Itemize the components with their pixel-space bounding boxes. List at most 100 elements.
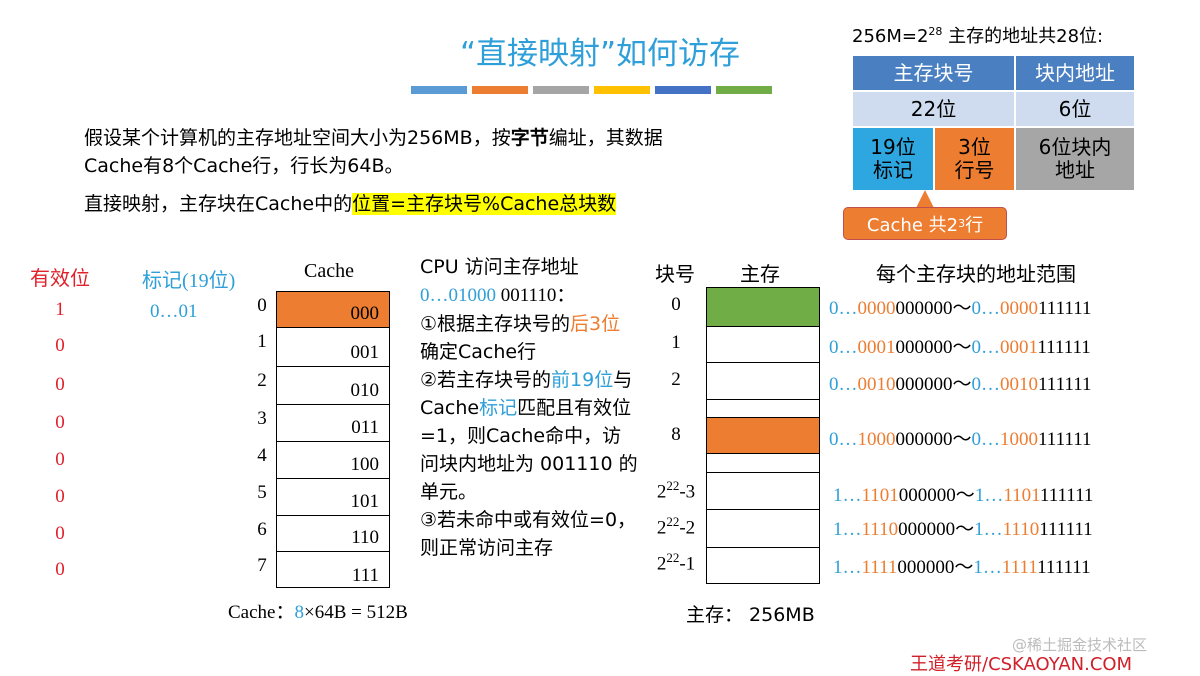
memory-block [707,473,819,510]
range-start-prefix: 0… [829,298,858,319]
range-tilde: ～ [955,519,975,540]
title-bar-seg [533,86,589,94]
block-num-tail: -2 [679,517,696,539]
cache-size-footer: Cache：8×64B = 512B [228,597,408,624]
range-start-tag: 1110 [861,519,899,540]
step1-text: 确定Cache行 [420,341,537,363]
range-end-offset: 111111 [1040,485,1094,506]
range-end-offset: 111111 [1038,374,1092,395]
page-title: “直接映射”如何访存 [459,36,741,72]
address-range-header: 每个主存块的地址范围 [876,262,1076,286]
address-range: 0…0000000000～0…0000111111 [829,293,1092,320]
block-num-exp: 22 [666,550,680,565]
memory-block-number: 1 [646,332,706,354]
intro-text-part: 假设某个计算机的主存地址空间大小为256MB，按 [84,127,511,149]
title-bar-seg [411,86,467,94]
address-title-text: 主存的地址共28位: [942,26,1104,47]
cache-line-number: 3 [257,408,267,429]
address-title: 256M=228 主存的地址共28位: [852,22,1103,48]
memory-block [707,418,819,454]
memory-block-number: 222-2 [646,514,706,539]
range-end-prefix: 0… [971,298,1001,319]
address-range: 1…1111000000～1…1111111111 [833,552,1091,579]
watermark: @稀土掘金技术社区 [1012,636,1148,654]
bits-block-number: 22位 [852,91,1015,127]
address-title-text: 256M=2 [852,26,929,47]
range-start-prefix: 1… [833,485,862,506]
range-end-prefix: 0… [971,374,1001,395]
memory-block [707,288,819,327]
address-range: 0…0001000000～0…0001111111 [829,332,1091,359]
cache-line: 100 [277,442,389,479]
header-block-offset: 块内地址 [1015,55,1135,91]
range-end-offset: 111111 [1037,337,1091,358]
range-end-tag: 0010 [1000,374,1039,395]
step1-highlight: 后3位 [570,313,621,335]
block-number-header: 块号 [655,262,695,286]
step2-highlight: 前19位 [551,369,614,391]
valid-bit: 1 [55,299,65,320]
memory-block-number: 0 [646,294,706,316]
range-end-tag: 1111 [1001,557,1038,578]
range-tilde: ～ [952,429,972,450]
step2-highlight: 标记 [479,397,518,419]
range-start-tag: 0000 [857,298,896,319]
range-tilde: ～ [952,374,972,395]
cache-lines-callout: Cache 共2 3 行 [843,207,1007,240]
cache-line-number: 0 [257,295,267,316]
cache-header: Cache [304,260,354,282]
memory-block [707,400,819,418]
footer-text: ×64B = 512B [303,602,408,623]
title-bar-seg [655,86,711,94]
cache-line: 010 [277,367,389,405]
block-num-exp: 22 [666,514,680,529]
memory-block [707,363,819,400]
bits-block-offset: 6位 [1015,91,1135,127]
cache-line: 001 [277,328,389,367]
range-tilde: ～ [952,337,972,358]
range-start-offset: 000000 [895,337,953,358]
cache-line-code: 010 [350,380,380,401]
title-bar-seg [716,86,772,94]
valid-bit: 0 [55,412,65,433]
header-block-number: 主存块号 [852,55,1015,91]
range-start-offset: 000000 [895,374,953,395]
callout-text: Cache 共2 [866,214,959,236]
cache-line-number: 5 [257,482,267,503]
memory-block [707,548,819,585]
intro-bold: 字节 [510,127,549,149]
cache-line-code: 110 [351,527,379,548]
block-num-base: 2 [656,553,667,575]
step2-text: ②若主存块号的 [420,369,552,391]
range-end-offset: 111111 [1037,557,1091,578]
range-start-prefix: 1… [833,519,862,540]
memory-block [707,327,819,363]
address-range: 0…1000000000～0…1000111111 [829,424,1092,451]
cache-line-code: 111 [351,565,379,586]
range-start-offset: 000000 [898,485,956,506]
title-bar-seg [594,86,650,94]
block-num-tail: -1 [679,553,696,575]
step2-text: 与Cache [420,369,633,419]
range-end-tag: 0000 [1000,298,1039,319]
memory-block-number: 222-3 [646,478,706,503]
block-num-exp: 22 [666,478,680,493]
cpu-access-steps: CPU 访问主存地址 0…01000 001110： ①根据主存块号的后3位确定… [420,253,638,562]
intro-text-part: 编址，其数据Cache有8个Cache行，行长为64B。 [84,127,663,177]
range-end-offset: 111111 [1039,519,1093,540]
valid-bit: 0 [55,523,65,544]
range-start-tag: 1111 [861,557,898,578]
tag-header: 标记(19位) [142,270,236,292]
range-end-prefix: 1… [974,485,1004,506]
range-start-tag: 0001 [857,337,896,358]
cache-line: 011 [277,405,389,442]
address-range: 1…1110000000～1…1110111111 [833,514,1093,541]
range-end-tag: 0001 [1000,337,1038,358]
intro-text: 假设某个计算机的主存地址空间大小为256MB，按字节编址，其数据Cache有8个… [84,124,664,180]
range-end-prefix: 1… [974,519,1003,540]
range-end-tag: 1101 [1003,485,1041,506]
valid-bit: 0 [55,449,65,470]
tag-field: 19位 标记 [852,127,934,191]
cache-line-code: 001 [350,342,380,363]
range-end-tag: 1000 [1000,429,1039,450]
